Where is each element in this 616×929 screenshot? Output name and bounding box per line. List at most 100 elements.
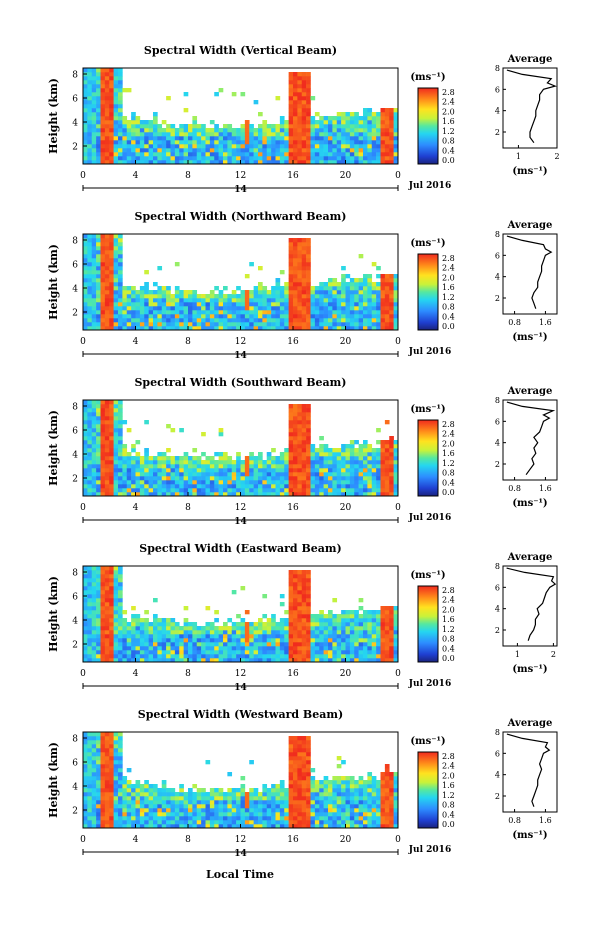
heatmap-cell	[100, 68, 106, 73]
heatmap-cell	[87, 148, 93, 153]
heatmap-cell	[393, 160, 399, 165]
heatmap-cell	[126, 650, 132, 655]
heatmap-cell	[319, 468, 324, 473]
x-tick-label: 4	[133, 337, 139, 347]
heatmap-cell	[104, 254, 110, 259]
heatmap-cell	[328, 326, 333, 331]
heatmap-cell	[100, 108, 106, 113]
heatmap-cell	[113, 318, 119, 323]
heatmap-cell	[218, 322, 224, 327]
heatmap-cell	[113, 258, 119, 263]
heatmap-cell	[284, 480, 289, 485]
heatmap-cell	[323, 160, 329, 165]
heatmap-cell	[310, 302, 316, 307]
heatmap-cell	[87, 424, 93, 429]
heatmap-cell	[310, 160, 316, 165]
heatmap-cell	[306, 428, 311, 433]
heatmap-cell	[153, 460, 158, 465]
avg-y-tick-label: 6	[495, 251, 500, 260]
heatmap-cell	[319, 322, 324, 327]
heatmap-cell	[214, 484, 219, 489]
heatmap-cell	[126, 128, 132, 133]
heatmap-cell	[319, 614, 324, 619]
heatmap-cell	[293, 444, 298, 449]
heatmap-cell	[275, 812, 281, 817]
heatmap-cell	[109, 132, 114, 137]
heatmap-cell	[310, 800, 316, 805]
heatmap-cell	[183, 322, 189, 327]
heatmap-cell	[166, 626, 171, 631]
heatmap-cell	[139, 128, 145, 133]
heatmap-cell	[170, 800, 176, 805]
heatmap-cell	[314, 476, 320, 481]
heatmap-cell	[144, 128, 149, 133]
heatmap-cell	[266, 460, 272, 465]
heatmap-cell	[179, 132, 184, 137]
heatmap-cell	[301, 570, 307, 575]
heatmap-cell	[135, 816, 141, 821]
heatmap-cell	[183, 484, 189, 489]
heatmap-cell	[179, 156, 184, 161]
colorbar-tick-label: 0.0	[442, 322, 455, 331]
heatmap-cell	[371, 618, 377, 623]
heatmap-cell	[293, 100, 298, 105]
heatmap-cell	[148, 128, 154, 133]
heatmap-cell	[104, 76, 110, 81]
heatmap-cell	[113, 116, 119, 121]
heatmap-cell	[122, 476, 128, 481]
heatmap-cell	[349, 290, 355, 295]
heatmap-cell	[271, 816, 276, 821]
heatmap-cell	[192, 650, 198, 655]
heatmap-cell	[100, 484, 106, 489]
heatmap-cell	[104, 448, 110, 453]
x-tick-label: 16	[287, 171, 299, 181]
heatmap-cell	[91, 136, 97, 141]
heatmap-cell	[301, 254, 307, 259]
heatmap-cell	[231, 302, 237, 307]
heatmap-cell	[209, 796, 215, 801]
heatmap-cell	[96, 788, 101, 793]
heatmap-cell	[293, 76, 298, 81]
heatmap-cell	[148, 148, 154, 153]
heatmap-cell	[393, 128, 399, 133]
heatmap-cell	[240, 322, 246, 327]
heatmap-cell	[341, 658, 346, 663]
heatmap-cell	[306, 440, 311, 445]
heatmap-cell	[174, 262, 180, 267]
heatmap-cell	[218, 306, 224, 311]
heatmap-cell	[100, 586, 106, 591]
heatmap-cell	[288, 136, 294, 141]
avg-x-tick-label: 1.6	[539, 484, 552, 493]
heatmap-cell	[341, 120, 346, 125]
heatmap-cell	[354, 124, 359, 129]
avg-profile-line	[506, 567, 557, 641]
heatmap-cell	[205, 804, 211, 809]
heatmap-cell	[341, 132, 346, 137]
heatmap-cell	[83, 638, 88, 643]
heatmap-cell	[170, 476, 176, 481]
heatmap-cell	[83, 136, 88, 141]
heatmap-cell	[126, 286, 132, 291]
heatmap-cell	[126, 456, 132, 461]
heatmap-cell	[349, 448, 355, 453]
heatmap-cell	[384, 464, 390, 469]
heatmap-cell	[218, 658, 224, 663]
heatmap-cell	[314, 488, 320, 493]
heatmap-cell	[113, 152, 119, 157]
heatmap-cell	[284, 314, 289, 319]
heatmap-cell	[139, 132, 145, 137]
heatmap-cell	[262, 140, 268, 145]
heatmap-cell	[87, 108, 93, 113]
heatmap-cell	[310, 792, 316, 797]
heatmap-cell	[297, 788, 303, 793]
heatmap-cell	[218, 488, 224, 493]
heatmap-cell	[118, 136, 123, 141]
heatmap-cell	[249, 468, 254, 473]
heatmap-cell	[104, 650, 110, 655]
heatmap-cell	[293, 804, 298, 809]
heatmap-cell	[118, 772, 123, 777]
heatmap-cell	[371, 262, 377, 267]
heatmap-cell	[323, 464, 329, 469]
heatmap-cell	[161, 780, 167, 785]
heatmap-cell	[196, 820, 202, 825]
